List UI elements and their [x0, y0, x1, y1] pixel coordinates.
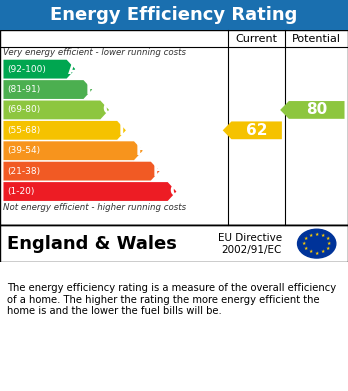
Text: ★: ★: [321, 249, 325, 254]
Polygon shape: [280, 101, 345, 119]
Text: ★: ★: [315, 232, 319, 237]
Text: ★: ★: [321, 233, 325, 238]
Text: ★: ★: [325, 246, 330, 251]
Text: The energy efficiency rating is a measure of the overall efficiency of a home. T: The energy efficiency rating is a measur…: [7, 283, 336, 316]
Polygon shape: [3, 121, 126, 140]
Bar: [0, 30, 348, 225]
Text: ★: ★: [327, 241, 331, 246]
Polygon shape: [3, 100, 109, 119]
Text: 2002/91/EC: 2002/91/EC: [222, 245, 282, 255]
Polygon shape: [3, 141, 143, 160]
Text: Current: Current: [236, 34, 278, 44]
Text: (92-100): (92-100): [7, 65, 46, 74]
Polygon shape: [3, 80, 92, 99]
Text: G: G: [169, 184, 182, 199]
Text: ★: ★: [304, 246, 308, 251]
Polygon shape: [3, 60, 75, 79]
Text: (81-91): (81-91): [7, 85, 40, 94]
Polygon shape: [3, 182, 176, 201]
Text: 80: 80: [306, 102, 327, 117]
Text: ★: ★: [315, 251, 319, 255]
Text: (39-54): (39-54): [7, 146, 40, 155]
Text: ★: ★: [308, 249, 313, 254]
Text: ★: ★: [302, 241, 307, 246]
Circle shape: [298, 229, 336, 258]
Text: (1-20): (1-20): [7, 187, 34, 196]
Text: (55-68): (55-68): [7, 126, 40, 135]
Text: ★: ★: [308, 233, 313, 238]
Bar: [0, 225, 348, 262]
Text: Not energy efficient - higher running costs: Not energy efficient - higher running co…: [3, 203, 187, 212]
Text: C: C: [102, 102, 113, 117]
Text: Energy Efficiency Rating: Energy Efficiency Rating: [50, 6, 298, 24]
Text: ★: ★: [325, 237, 330, 242]
Text: A: A: [68, 62, 80, 77]
Text: (21-38): (21-38): [7, 167, 40, 176]
Text: EU Directive: EU Directive: [218, 233, 282, 243]
Polygon shape: [3, 162, 159, 181]
Text: D: D: [119, 123, 132, 138]
Polygon shape: [223, 122, 282, 139]
Text: 62: 62: [246, 123, 267, 138]
Text: (69-80): (69-80): [7, 106, 40, 115]
Text: E: E: [136, 143, 146, 158]
Text: England & Wales: England & Wales: [7, 235, 177, 253]
Text: F: F: [153, 163, 163, 179]
FancyBboxPatch shape: [0, 0, 348, 30]
Text: ★: ★: [304, 237, 308, 242]
Text: Very energy efficient - lower running costs: Very energy efficient - lower running co…: [3, 48, 187, 57]
Text: Potential: Potential: [292, 34, 341, 44]
Text: B: B: [85, 82, 97, 97]
